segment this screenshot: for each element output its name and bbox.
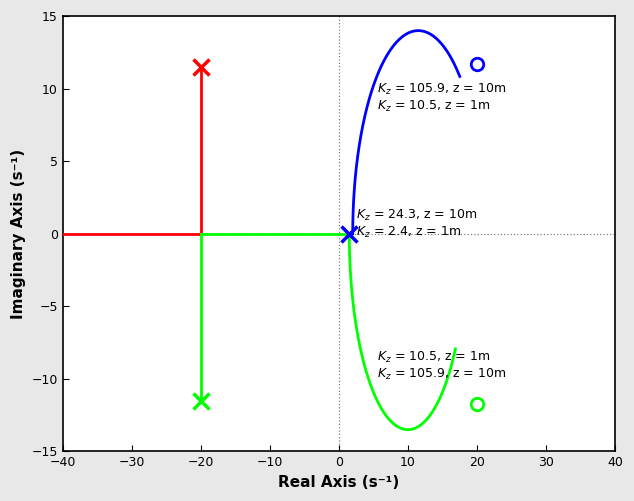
Y-axis label: Imaginary Axis (s⁻¹): Imaginary Axis (s⁻¹) (11, 149, 26, 319)
Text: $K_z$ = 10.5, z = 1m
$K_z$ = 105.9, z = 10m: $K_z$ = 10.5, z = 1m $K_z$ = 105.9, z = … (377, 350, 506, 382)
Text: $K_z$ = 24.3, z = 10m
$K_z$ = 2.4, z = 1m: $K_z$ = 24.3, z = 10m $K_z$ = 2.4, z = 1… (356, 208, 477, 240)
Text: $K_z$ = 105.9, z = 10m
$K_z$ = 10.5, z = 1m: $K_z$ = 105.9, z = 10m $K_z$ = 10.5, z =… (377, 82, 506, 114)
X-axis label: Real Axis (s⁻¹): Real Axis (s⁻¹) (278, 475, 399, 490)
